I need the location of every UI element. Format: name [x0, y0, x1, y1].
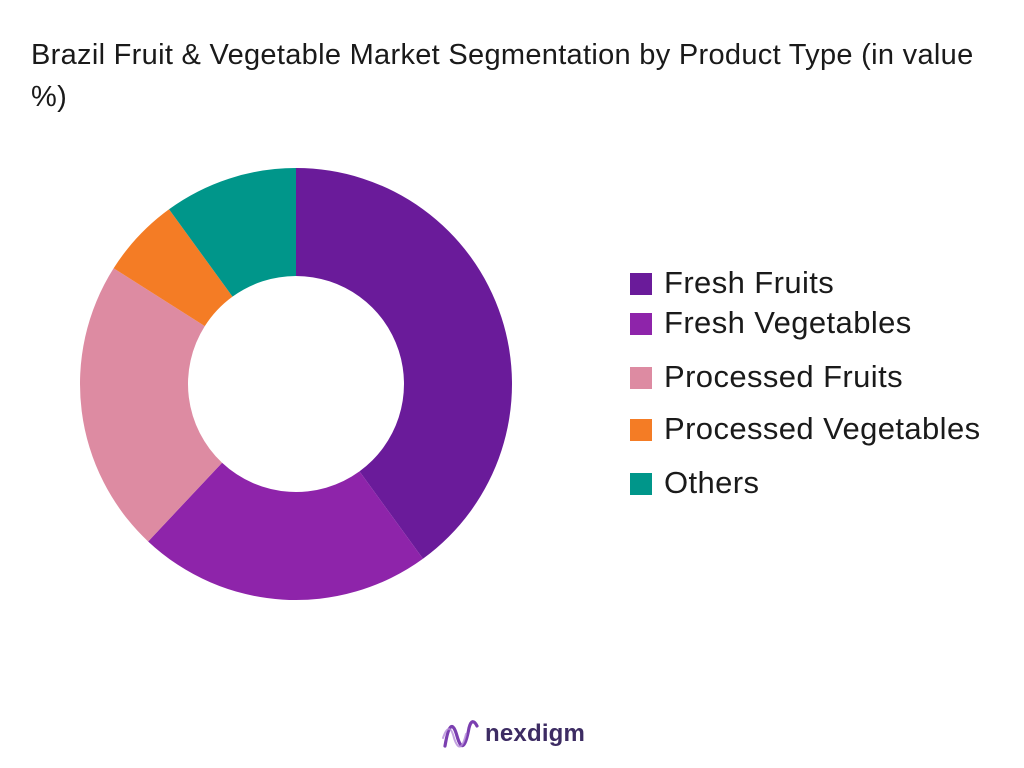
chart-legend: Fresh Fruits Fresh Vegetables Processed Fr… — [630, 262, 1024, 522]
legend-label: Fresh Vegetables — [664, 305, 912, 340]
slice-processed-fruits — [80, 268, 223, 542]
slice-fresh-vegetables — [148, 462, 423, 600]
slice-processed-vegetables — [113, 209, 233, 327]
chart-title: Brazil Fruit & Vegetable Market Segmenta… — [31, 39, 974, 113]
nexdigm-logo-icon — [442, 720, 479, 748]
legend-label: Processed Fruits — [664, 359, 903, 394]
legend-swatch — [630, 419, 652, 441]
legend-swatch — [630, 313, 652, 335]
legend-label: Others — [664, 465, 760, 500]
legend-item-processed-vegetables: Processed Vegetables — [630, 408, 1024, 448]
legend-swatch — [630, 367, 652, 389]
legend-swatch — [630, 273, 652, 295]
donut-slices — [80, 168, 512, 600]
legend-label: Processed Vegetables — [664, 411, 981, 446]
legend-item-others: Others — [630, 462, 1024, 502]
legend-item-processed-fruits: Processed Fruits — [630, 356, 1024, 396]
legend-item-fresh-vegetables: Fresh Vegetables — [630, 302, 1024, 342]
legend-label: Fresh Fruits — [664, 265, 835, 300]
legend-swatch — [630, 473, 652, 495]
logo-wordmark: nexdigm — [485, 720, 586, 747]
legend-item-fresh-fruits: Fresh Fruits — [630, 262, 1024, 302]
slice-others — [169, 168, 296, 297]
slice-fresh-fruits — [296, 168, 512, 559]
brand-logo: nexdigm — [441, 716, 601, 754]
